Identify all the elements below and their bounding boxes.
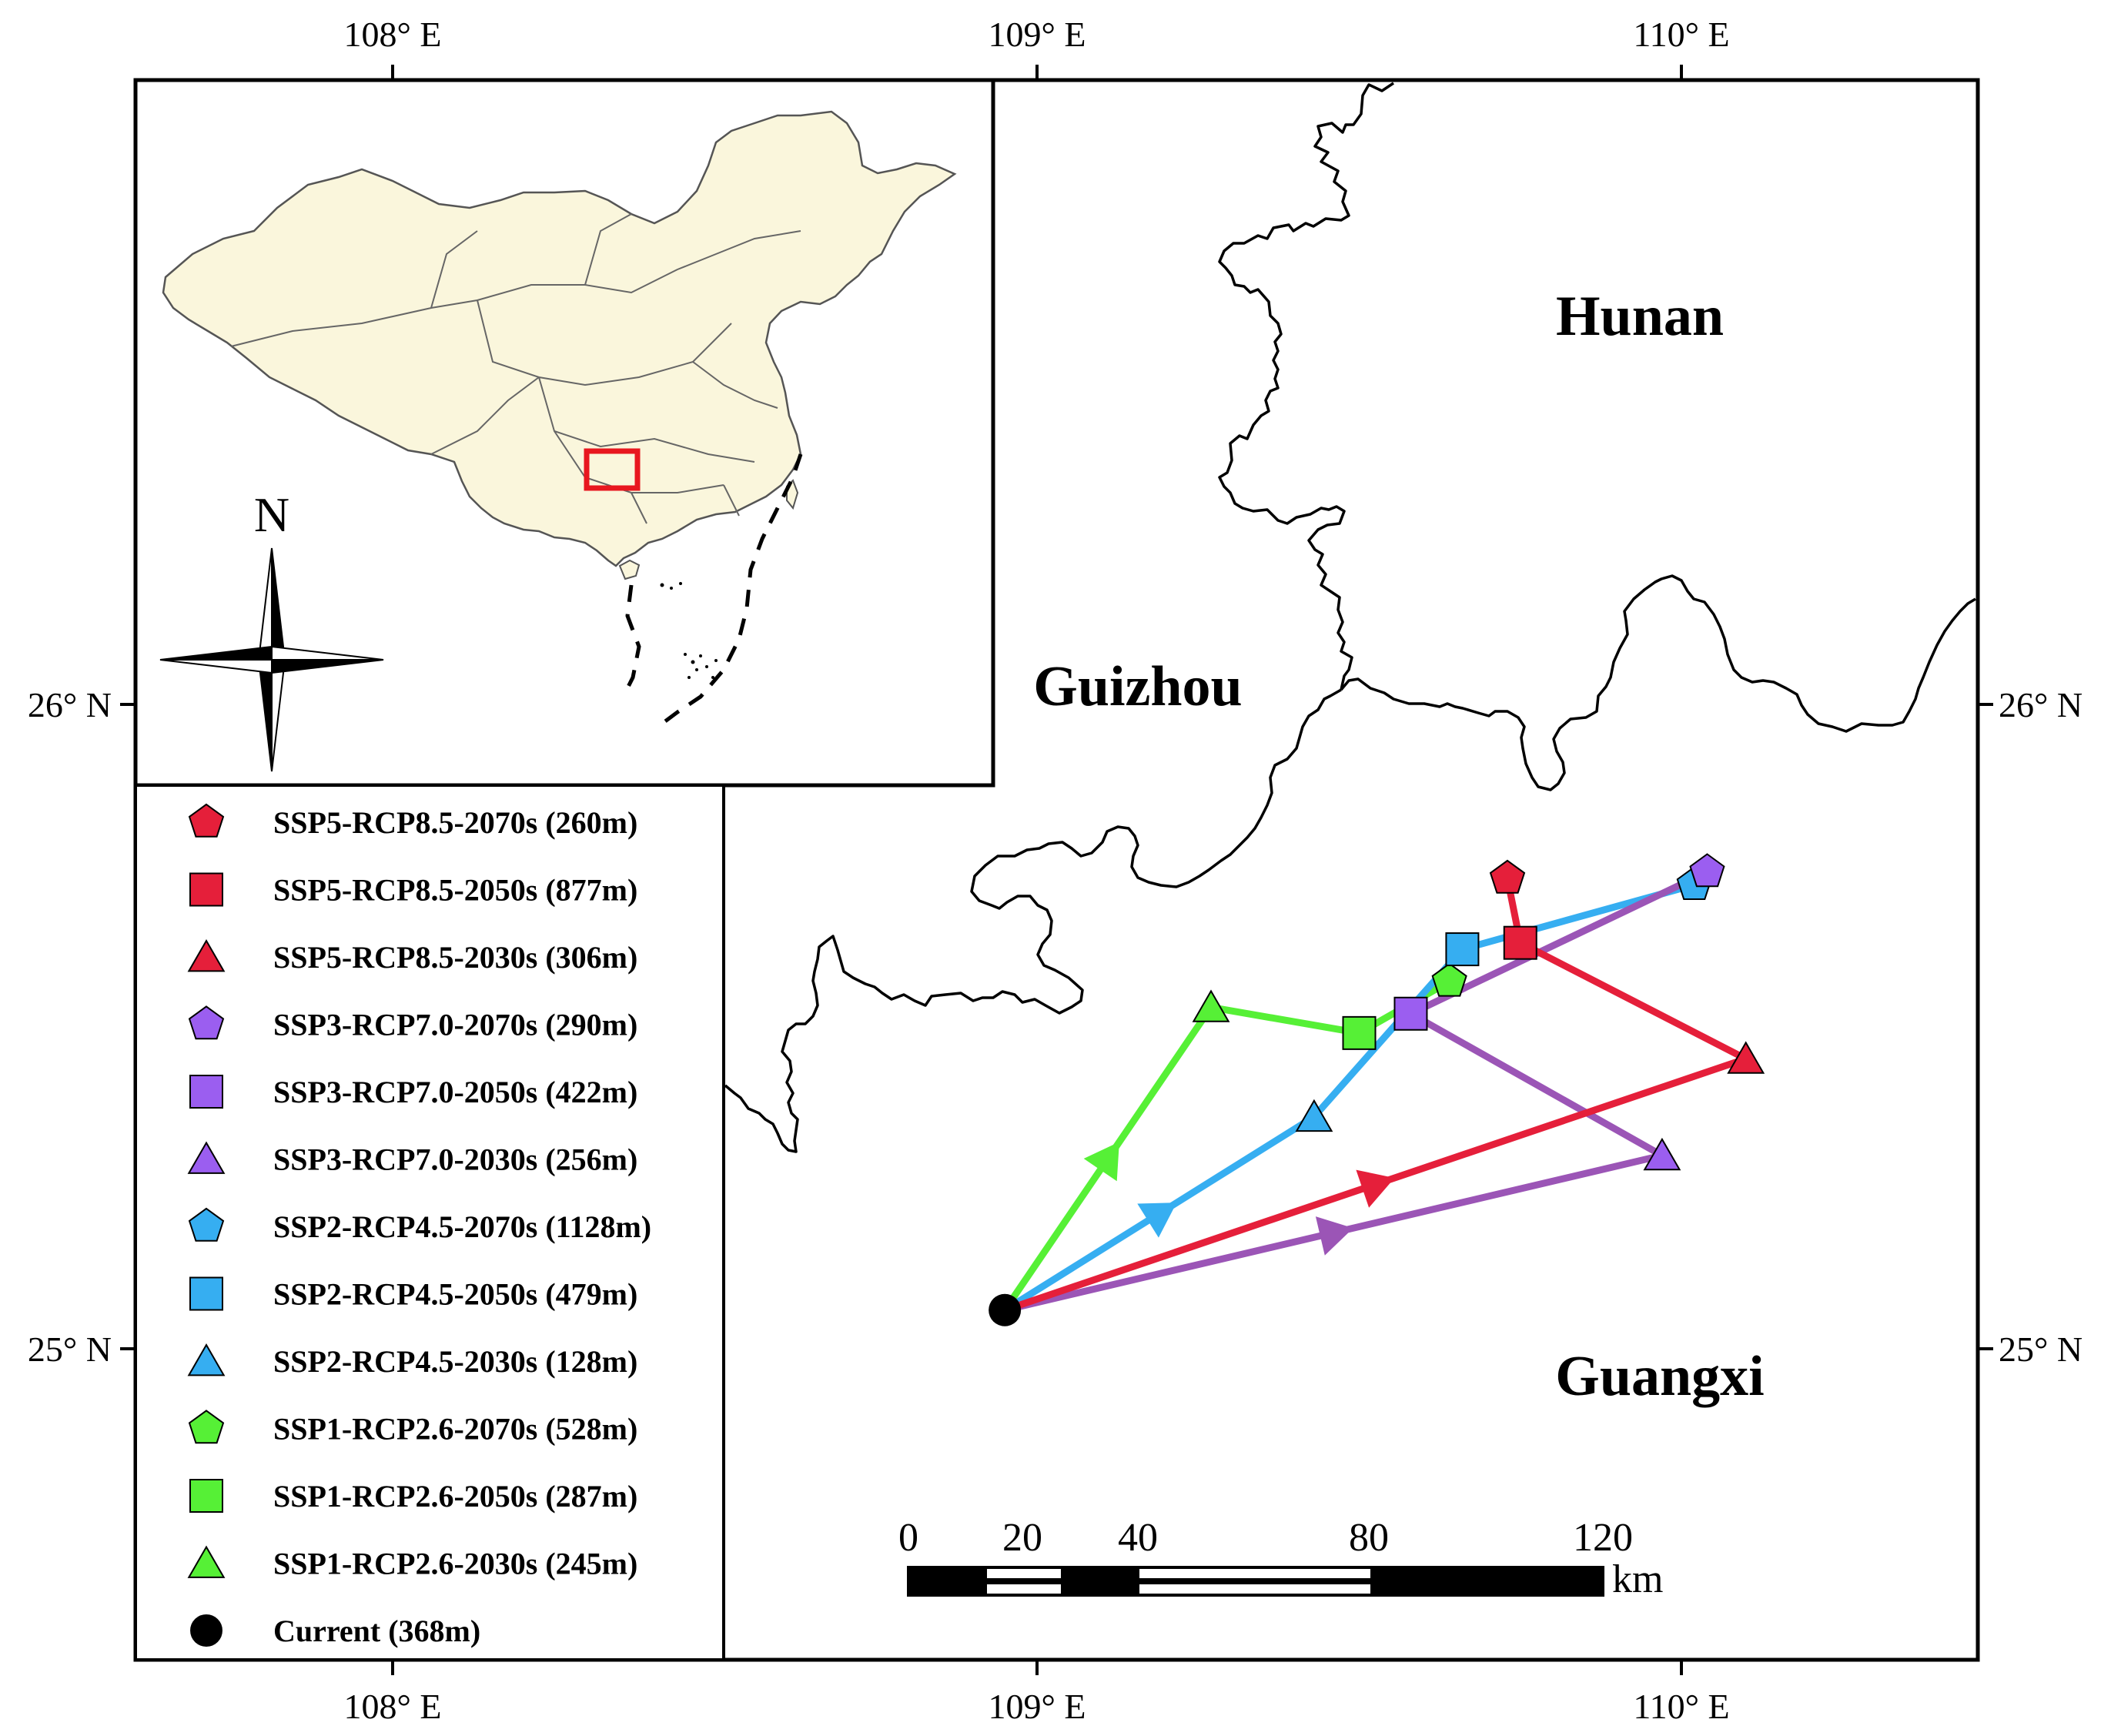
scale-segment-inner [1139, 1578, 1370, 1584]
east-arrow-pointer-light [271, 645, 384, 661]
legend-symbol [188, 1005, 225, 1040]
centroid-marker [1643, 1137, 1681, 1171]
bottom-tick-label: 108° E [344, 1687, 442, 1726]
south-china-sea-islands [660, 582, 718, 679]
nine-dash-line-inner [623, 584, 641, 694]
legend-symbol [187, 1545, 226, 1578]
left-tick-label: 26° N [28, 685, 112, 724]
bottom-axis: 108° E 109° E 110° E [344, 1660, 1730, 1726]
scale-label: 80 [1349, 1516, 1389, 1560]
scale-label: 0 [898, 1516, 918, 1560]
centroid-marker [1727, 1041, 1765, 1074]
legend-label: SSP1-RCP2.6-2070s (528m) [273, 1412, 637, 1447]
legend-frame [134, 784, 725, 1661]
direction-arrowhead [1083, 1142, 1119, 1182]
legend-label: SSP3-RCP7.0-2050s (422m) [273, 1075, 637, 1109]
legend-symbol [189, 1479, 223, 1513]
legend-label: SSP2-RCP4.5-2050s (479m) [273, 1277, 637, 1312]
hunan-guangxi-boundary [1340, 574, 1976, 791]
scale-label: 20 [1002, 1516, 1042, 1560]
centroid-marker [1445, 932, 1480, 967]
legend-label: SSP1-RCP2.6-2030s (245m) [273, 1547, 637, 1581]
legend: SSP5-RCP8.5-2070s (260m) SSP5-RCP8.5-2050… [134, 784, 725, 1661]
legend-label: SSP2-RCP4.5-2030s (128m) [273, 1344, 637, 1379]
top-tick-label: 109° E [989, 15, 1086, 54]
legend-symbol [188, 1410, 225, 1444]
legend-label: SSP5-RCP8.5-2030s (306m) [273, 940, 637, 975]
left-axis: 26° N 25° N [28, 685, 135, 1369]
study-area-box [584, 448, 641, 491]
legend-label: SSP5-RCP8.5-2070s (260m) [273, 805, 637, 840]
legend-symbol [188, 1207, 225, 1242]
nine-dash-line [661, 453, 803, 725]
china-province-lines [230, 213, 801, 524]
legend-symbol [189, 1276, 223, 1311]
legend-label: SSP1-RCP2.6-2050s (287m) [273, 1479, 637, 1514]
scale-segment-dark [1061, 1567, 1139, 1595]
bottom-tick-label: 109° E [989, 1687, 1086, 1726]
legend-symbol [189, 1075, 223, 1109]
top-axis: 108° E 109° E 110° E [344, 15, 1730, 80]
current-centroid-marker [989, 1293, 1022, 1326]
guizhou-guangxi-boundary [724, 688, 1342, 1153]
scale-segment-dark [1370, 1567, 1603, 1595]
scale-segment-dark [908, 1567, 987, 1595]
hainan-island [618, 559, 641, 580]
province-boundaries [724, 82, 1976, 1153]
legend-label: Current (368m) [273, 1614, 480, 1648]
legend-symbol [190, 1614, 222, 1647]
north-label: N [254, 487, 289, 542]
legend-symbol [187, 1141, 226, 1174]
top-tick-label: 108° E [344, 15, 442, 54]
centroid-path-line [1002, 881, 1695, 1313]
legend-label: SSP5-RCP8.5-2050s (877m) [273, 873, 637, 908]
north-arrow: N [159, 487, 384, 772]
province-label-guizhou: Guizhou [1033, 655, 1242, 718]
centroid-marker [1689, 853, 1725, 888]
centroid-marker [1489, 859, 1526, 894]
legend-label: SSP3-RCP7.0-2070s (290m) [273, 1008, 637, 1042]
legend-label: SSP2-RCP4.5-2070s (1128m) [273, 1209, 651, 1244]
scale-label: 120 [1573, 1516, 1633, 1560]
hunan-guizhou-boundary [1218, 82, 1394, 691]
centroid-marker [1342, 1015, 1377, 1050]
scale-bar: 0 20 40 80 120 km [898, 1516, 1663, 1601]
centroid-marker [1295, 1099, 1333, 1132]
legend-symbol [188, 803, 225, 838]
scale-label: 40 [1118, 1516, 1158, 1560]
bottom-tick-label: 110° E [1633, 1687, 1729, 1726]
centroid-marker [1192, 989, 1230, 1022]
province-label-guangxi: Guangxi [1555, 1345, 1764, 1408]
legend-symbol [187, 1343, 226, 1376]
province-label-hunan: Hunan [1556, 285, 1724, 348]
left-tick-label: 25° N [28, 1330, 112, 1369]
legend-label: SSP3-RCP7.0-2030s (256m) [273, 1142, 637, 1177]
centroid-marker [1431, 962, 1467, 997]
centroid-paths [1002, 868, 1750, 1314]
direction-arrowhead [1137, 1202, 1177, 1238]
direction-arrowhead [1356, 1169, 1395, 1208]
centroid-marker [1503, 925, 1537, 960]
scale-unit: km [1612, 1557, 1663, 1601]
legend-symbol [187, 938, 226, 972]
right-tick-label: 26° N [1999, 685, 2083, 724]
right-axis: 26° N 25° N [1978, 685, 2083, 1369]
right-tick-label: 25° N [1999, 1330, 2083, 1369]
centroid-points [989, 853, 1765, 1326]
scale-segment-inner [987, 1578, 1061, 1584]
top-tick-label: 110° E [1633, 15, 1729, 54]
centroid-marker [1393, 996, 1428, 1031]
china-landmass [162, 110, 957, 567]
legend-symbol [189, 872, 223, 907]
centroid-path-line [1003, 878, 1750, 1314]
direction-arrowhead [1315, 1216, 1353, 1256]
